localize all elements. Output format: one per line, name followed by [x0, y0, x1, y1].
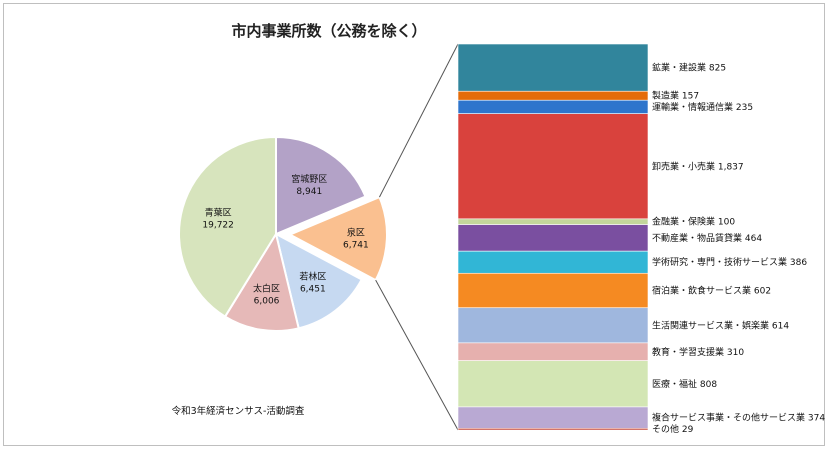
pie-slice: [223, 231, 300, 332]
connector-line-bottom: [375, 279, 459, 431]
connector-line-top: [378, 43, 459, 198]
bar-segment: [457, 250, 649, 274]
pie-label-name: 青葉区: [205, 207, 232, 219]
bar-segment: [457, 43, 649, 92]
bar-segment-label: その他 29: [652, 423, 694, 435]
bar-segment: [457, 406, 649, 429]
bar-segment: [457, 272, 649, 309]
chart-title: 市内事業所数（公務を除く）: [231, 22, 426, 40]
chart-canvas: 市内事業所数（公務を除く） 宮城野区 8,941 泉区 6,741 若林区 6,451 太白…: [172, 22, 826, 435]
pie-slice: [178, 135, 277, 318]
pie-label-name: 宮城野区: [291, 173, 327, 185]
pie-label-value: 8,941: [296, 187, 322, 197]
bar-segment-label: 生活関連サービス業・娯楽業 614: [652, 319, 789, 331]
bar-segment-label: 卸売業・小売業 1,837: [652, 160, 744, 172]
pie-label-name: 若林区: [299, 271, 326, 283]
bar-segment-label: 不動産業・物品賃貸業 464: [652, 232, 762, 244]
bar-segment: [457, 99, 649, 114]
bar-segment: [457, 218, 649, 225]
chart-frame: 市内事業所数（公務を除く） 宮城野区 8,941 泉区 6,741 若林区 6,451 太白…: [3, 3, 825, 446]
pie-slice: [274, 232, 364, 330]
bar-segment: [457, 113, 649, 220]
bar-segment-label: 教育・学習支援業 310: [652, 346, 744, 358]
pie-label-value: 6,006: [254, 296, 280, 306]
pie-label-name: 泉区: [347, 227, 365, 239]
pie-slice: [275, 135, 367, 236]
bar-segment-label: 鉱業・建設業 825: [652, 62, 726, 74]
bar-segment-label: 宿泊業・飲食サービス業 602: [652, 285, 771, 297]
bar-segment-label: 複合サービス事業・その他サービス業 374: [652, 412, 825, 424]
bar-segment-label: 金融業・保険業 100: [652, 216, 735, 228]
bar-segment: [457, 342, 649, 361]
bar-segment-label: 学術研究・専門・技術サービス業 386: [652, 256, 807, 268]
bar-segment: [457, 307, 649, 344]
pie-label-value: 6,741: [343, 241, 369, 251]
source-note: 令和3年経済センサス-活動調査: [172, 405, 305, 417]
bar-segment-label: 医療・福祉 808: [652, 378, 717, 390]
bar-segment: [457, 90, 649, 101]
bar-segment-label: 製造業 157: [652, 90, 699, 102]
pie-label-value: 6,451: [300, 285, 326, 295]
pie-label-name: 太白区: [253, 282, 280, 294]
connector-lines: [375, 43, 459, 431]
bar-segment: [457, 360, 649, 408]
pie-label-value: 19,722: [202, 221, 234, 231]
pie-slice: [287, 195, 388, 282]
bar-segment: [457, 428, 649, 431]
bar-segment: [457, 224, 649, 252]
pie-chart: 宮城野区 8,941 泉区 6,741 若林区 6,451 太白区 6,006 青葉区 19,72…: [178, 135, 388, 332]
bar-segment-label: 運輸業・情報通信業 235: [652, 101, 753, 113]
